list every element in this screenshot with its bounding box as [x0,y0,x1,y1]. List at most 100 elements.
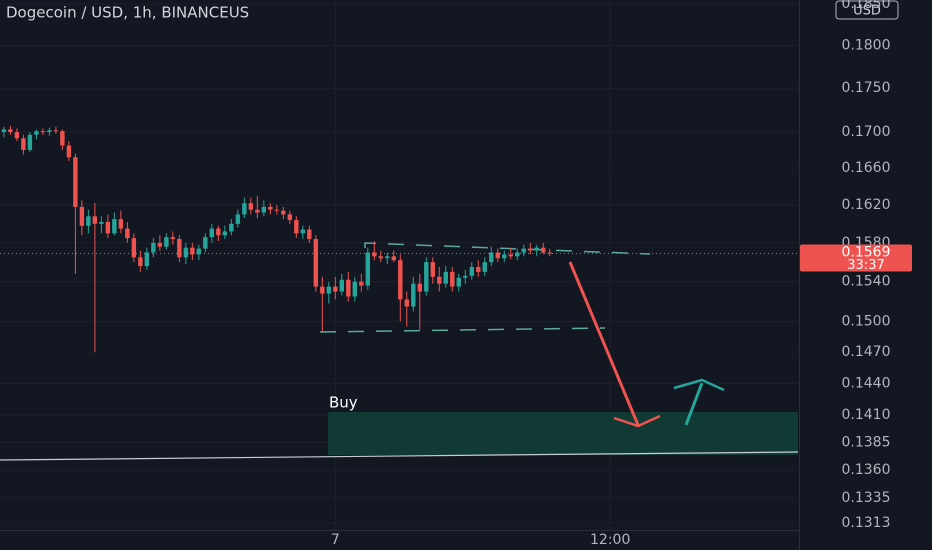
candle-body [242,203,247,215]
candle-body [1,129,7,133]
candle-body [196,248,202,255]
candle-body [443,271,448,284]
candle-body [450,271,455,287]
candle-body [261,206,267,213]
x-tick-label: 12:00 [590,532,630,548]
y-tick-label: 0.1470 [842,344,891,360]
y-tick-label: 0.1360 [842,462,891,478]
chart-title: Dogecoin / USD, 1h, BINANCEUS [6,4,249,22]
candle-body [378,256,384,259]
currency-box[interactable] [835,0,899,20]
candle-body [14,132,20,139]
y-tick-label: 0.1440 [842,375,891,391]
candle-body [99,221,104,224]
down-arrow [568,261,640,426]
candle-body [541,247,546,253]
candle-body [209,228,215,238]
candle-body [502,254,507,259]
x-tick-label: 7 [331,532,340,548]
y-tick-label: 0.1850 [842,0,891,12]
candle-body [365,252,371,286]
candle-body [404,299,409,307]
candle-body [287,214,293,221]
candle-body [398,260,403,300]
candle-body [463,275,468,278]
candle-body [86,216,91,226]
range-bottom [319,327,606,333]
candle-body [417,283,422,292]
candle-body [216,228,221,236]
candle-body [333,286,338,292]
candle-body [300,229,306,234]
candle-body [268,206,273,210]
candle-body [27,134,33,150]
y-tick-label: 0.1750 [842,80,891,96]
candle-body [294,220,299,234]
last-price-box [800,244,912,272]
candle-body [125,228,130,239]
up-arrow [684,382,704,426]
candle-body [508,254,513,257]
candle-body [547,252,552,254]
candle-body [118,219,124,229]
candle-body [183,247,189,258]
candle-body [495,252,500,259]
candle-body [372,252,377,257]
last-price-label: 0.1569 [842,244,891,260]
candle-body [222,231,228,236]
candle-body [138,257,143,267]
candle-body [229,223,234,232]
currency-label[interactable]: USD [853,4,881,19]
candle-body [190,247,195,255]
candle-body [177,239,182,258]
candle-body [489,252,494,263]
y-tick-label: 0.1660 [842,160,891,176]
candle-body [385,256,390,259]
up-arrow-head [673,378,725,392]
candle-body [73,157,78,207]
candle-body [53,130,59,132]
candle-body [8,129,13,133]
y-tick-label: 0.1410 [842,407,891,423]
candle-body [34,131,39,135]
candle-body [157,242,163,247]
candle-body [248,203,254,210]
down-arrow-head [613,414,661,428]
y-tick-label: 0.1385 [842,434,891,450]
candle-body [469,267,474,276]
buy-label: Buy [329,394,358,412]
buy-zone [328,412,798,455]
candle-body [313,239,319,287]
countdown-label: 33:37 [847,258,884,273]
candle-body [66,145,72,158]
range-top [364,242,651,255]
candle-body [235,214,241,224]
axes: 0.1850 0.1800 0.1750 0.1700 0.1660 0.1620 0.15… [0,0,912,548]
candle-body [359,281,364,286]
candle-body [456,277,461,287]
y-tick-label: 0.1540 [842,274,891,290]
candle-body [151,242,156,253]
candle-body [281,210,286,215]
candle-body [307,229,312,240]
y-tick-label: 0.1335 [842,490,891,506]
candle-body [326,286,332,294]
candle-body [274,209,280,211]
candle-body [112,219,117,234]
candle-body [203,237,208,249]
candle-body [164,237,169,247]
candle-body [60,131,65,146]
y-tick-label: 0.1700 [842,124,891,140]
candle-body [105,221,111,234]
candle-body [170,237,176,240]
candle-body [476,267,481,272]
candle-body [339,279,345,292]
y-tick-label: 0.1620 [842,197,891,213]
candle-body [521,248,526,253]
candle-body [430,262,435,277]
candle-body [144,252,150,267]
trend-line [0,451,799,461]
candle-body [352,281,358,297]
